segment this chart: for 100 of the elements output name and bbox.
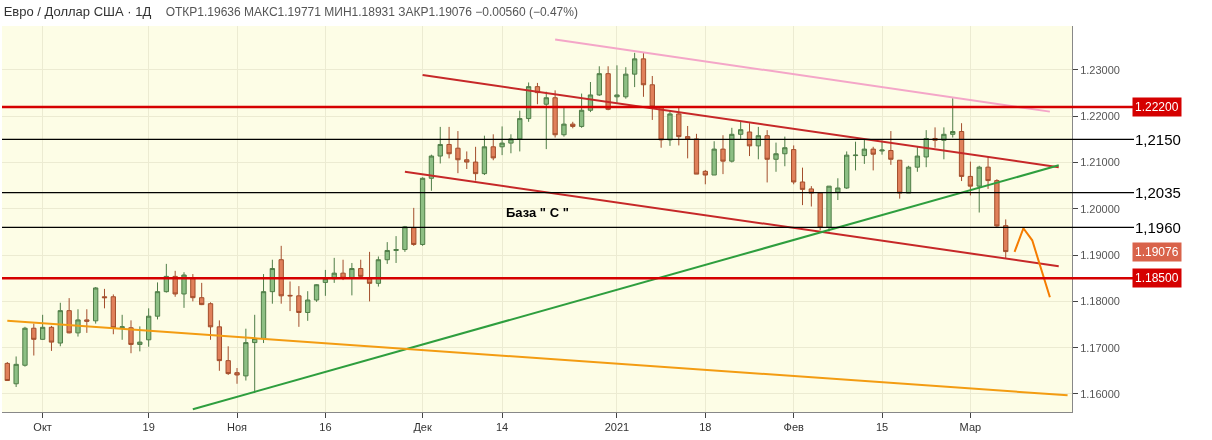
candlestick: [419, 176, 426, 247]
candlestick: [13, 355, 19, 388]
candlestick: [22, 326, 28, 368]
candlestick: [905, 165, 912, 194]
chart-title: Евро / Доллар США · 1Д: [3, 3, 152, 19]
candlestick: [225, 345, 231, 376]
candlestick: [897, 159, 903, 200]
x-tick-label: Ноя: [227, 421, 248, 434]
x-tick-label: 18: [699, 421, 712, 434]
candlestick: [437, 126, 443, 164]
candlestick: [764, 129, 770, 183]
x-tick-label: 19: [142, 421, 155, 434]
ref-line-label: 1.22200: [1135, 100, 1179, 114]
candlestick: [667, 110, 673, 147]
candlestick: [879, 139, 885, 156]
ref-line-label: 1,2035: [1135, 184, 1181, 201]
candlestick: [269, 259, 276, 305]
candlestick: [39, 314, 46, 341]
candlestick: [729, 127, 735, 164]
line-series: [1013, 227, 1051, 299]
candlestick: [684, 125, 691, 159]
candlestick: [958, 122, 965, 182]
candlestick: [817, 192, 823, 231]
candlestick: [57, 302, 63, 347]
ref-line-label: 1,2150: [1135, 131, 1181, 148]
candlestick: [808, 185, 815, 207]
candlestick: [358, 259, 364, 279]
y-tick-label: 1.19000: [1080, 248, 1120, 261]
candlestick: [631, 52, 638, 88]
annotation: База " С ": [506, 205, 569, 220]
candlestick: [137, 325, 143, 352]
candlestick: [1003, 218, 1009, 259]
candlestick: [490, 133, 496, 161]
candlestick: [455, 130, 461, 174]
candlestick: [508, 133, 514, 154]
x-tick-label: Мар: [959, 421, 982, 434]
candlestick: [985, 156, 991, 190]
candlestick: [4, 361, 10, 382]
candlestick: [181, 271, 187, 309]
candlestick: [914, 146, 921, 173]
candlestick: [172, 270, 178, 298]
candlestick: [693, 133, 700, 175]
ref-line-label: 1.18500: [1135, 271, 1179, 285]
chart-subtitle: ОТКР1.19636 МАКС1.19771 МИН1.18931 ЗАКР1.19076 −0.00560 (−0.47%): [165, 4, 578, 19]
candlestick: [844, 150, 850, 190]
candlestick: [517, 110, 523, 152]
candlestick: [623, 66, 629, 100]
candlestick: [234, 367, 240, 385]
candlestick: [746, 122, 753, 157]
candlestick: [48, 325, 55, 352]
y-tick-label: 1.22000: [1080, 110, 1120, 123]
candlestick: [578, 93, 585, 129]
candlestick: [287, 280, 293, 312]
candlestick: [791, 144, 797, 185]
candlestick: [561, 105, 567, 138]
candlestick: [243, 328, 249, 382]
x-tick-label: 2021: [604, 421, 630, 434]
candlestick: [322, 269, 329, 297]
candlestick: [543, 91, 549, 150]
candlestick: [852, 141, 859, 171]
candlestick: [278, 245, 284, 305]
candlestick: [92, 286, 99, 325]
x-tick-label: Дек: [413, 421, 432, 434]
candlestick: [119, 314, 125, 341]
ref-line-label: 1,1960: [1135, 219, 1181, 236]
x-tick-label: 16: [319, 421, 332, 434]
candlestick: [472, 146, 479, 182]
text: 1.19076: [1135, 245, 1179, 259]
candlestick: [313, 283, 320, 303]
y-tick-label: 1.17000: [1080, 341, 1120, 354]
y-tick-label: 1.23000: [1080, 63, 1120, 76]
candlestick: [384, 241, 390, 265]
candlestick: [720, 134, 726, 175]
candlestick: [101, 288, 108, 309]
y-tick-label: 1.18000: [1080, 295, 1120, 308]
x-tick-label: 14: [495, 421, 509, 434]
candlestick: [216, 319, 223, 372]
candlestick: [755, 126, 761, 160]
candlestick: [976, 165, 982, 214]
candlestick: [640, 52, 647, 98]
candlestick: [570, 121, 576, 129]
candlestick: [340, 259, 346, 281]
candlestick: [154, 281, 161, 320]
candlestick: [207, 301, 214, 341]
candlestick: [128, 319, 134, 354]
candlestick: [967, 161, 974, 196]
candlestick: [711, 140, 717, 176]
candlestick: [861, 138, 868, 165]
candlestick: [84, 308, 90, 334]
candlestick: [446, 126, 452, 159]
candlestick: [870, 146, 876, 171]
candlestick: [252, 314, 258, 394]
candlestick: [499, 125, 505, 156]
candlestick: [110, 293, 116, 335]
candlestick: [349, 262, 355, 296]
candlestick: [305, 290, 311, 322]
candlestick: [782, 136, 788, 167]
candlestick: [393, 235, 399, 264]
candlestick: [702, 169, 708, 185]
candlestick: [888, 130, 894, 166]
